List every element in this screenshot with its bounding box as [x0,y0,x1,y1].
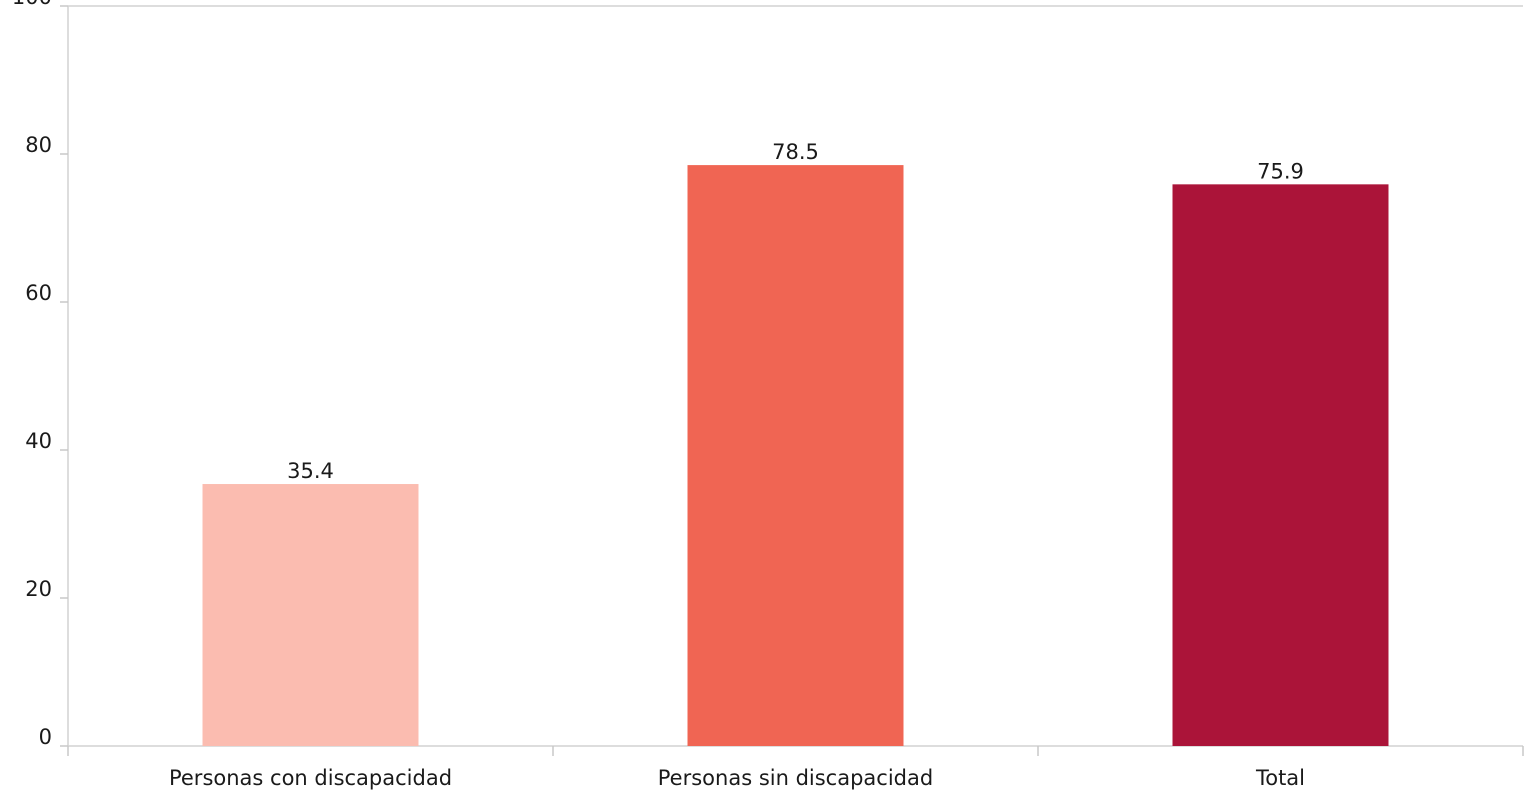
bars [202,165,1389,747]
data-label: 75.9 [1257,159,1304,183]
y-tick-label: 80 [25,133,52,157]
data-labels: 35.4 78.5 75.9 [287,140,1304,483]
y-tick-label: 20 [25,577,52,601]
data-label: 35.4 [287,459,334,483]
y-tick-label: 40 [25,429,52,453]
y-tick-label: 100 [12,0,52,9]
bar-3 [1172,184,1389,747]
y-tick-label: 0 [39,725,52,749]
data-label: 78.5 [772,140,819,164]
x-tick-label: Total [1255,766,1305,790]
x-tick-label: Personas con discapacidad [169,766,452,790]
x-tick-label: Personas sin discapacidad [658,766,933,790]
bar-1 [202,484,419,746]
y-ticks: 0 20 40 60 80 100 [12,0,68,749]
y-tick-label: 60 [25,281,52,305]
x-ticks: Personas con discapacidad Personas sin di… [67,746,1524,790]
bar-2 [687,165,904,747]
